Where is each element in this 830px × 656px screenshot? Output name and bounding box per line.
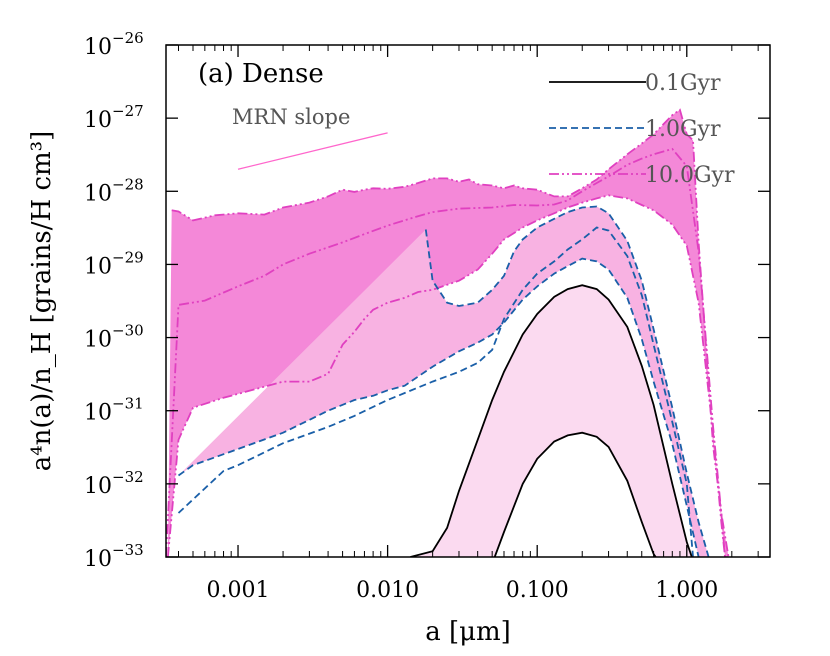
mrn-slope-annotation: MRN slope: [232, 105, 388, 170]
y-tick-label: 10−28: [84, 175, 144, 206]
y-tick-label: 10−32: [84, 468, 144, 499]
line-1.0Gyr-upper: [424, 205, 710, 557]
x-tick-label: 0.100: [506, 578, 569, 603]
x-tick-label: 0.010: [356, 578, 419, 603]
x-tick-label: 1.000: [655, 578, 718, 603]
line-10.0Gyr-upper: [171, 108, 730, 557]
y-tick-labels: 10−26 10−27 10−28 10−29 10−30 10−31 10−32 10−33: [84, 29, 144, 572]
y-axis-title: a⁴n(a)/n_H [grains/H cm³]: [27, 131, 57, 472]
panel-title: (a) Dense: [198, 59, 324, 89]
envelope-10.0Gyr: [167, 109, 729, 557]
legend-label-10.0Gyr: 10.0Gyr: [645, 163, 735, 188]
x-tick-label: 0.001: [207, 578, 270, 603]
y-tick-label: 10−31: [84, 395, 144, 426]
y-tick-label: 10−30: [84, 322, 144, 353]
mrn-slope-label: MRN slope: [232, 105, 350, 129]
legend-label-1.0Gyr: 1.0Gyr: [645, 117, 721, 142]
y-tick-label: 10−29: [84, 248, 144, 279]
axis-ticks: [166, 44, 770, 558]
series-lines: [166, 108, 730, 557]
x-tick-labels: 0.001 0.010 0.100 1.000: [207, 578, 719, 603]
line-1.0Gyr-middle: [177, 226, 694, 557]
y-tick-label: 10−33: [84, 541, 144, 572]
legend-label-0.1Gyr: 0.1Gyr: [645, 71, 721, 96]
y-tick-label: 10−26: [84, 29, 144, 60]
line-0.1Gyr-upper: [410, 284, 693, 557]
x-axis-title: a [μm]: [425, 617, 511, 647]
plot-frame: [165, 44, 771, 558]
line-10.0Gyr-middle: [166, 147, 726, 557]
envelope-0.1Gyr: [410, 285, 692, 557]
legend: 0.1Gyr 1.0Gyr 10.0Gyr: [549, 71, 735, 188]
y-tick-label: 10−27: [84, 102, 144, 133]
mrn-slope-line: [237, 132, 388, 170]
line-0.1Gyr-lower: [493, 431, 657, 557]
line-10.0Gyr-lower: [167, 194, 726, 557]
